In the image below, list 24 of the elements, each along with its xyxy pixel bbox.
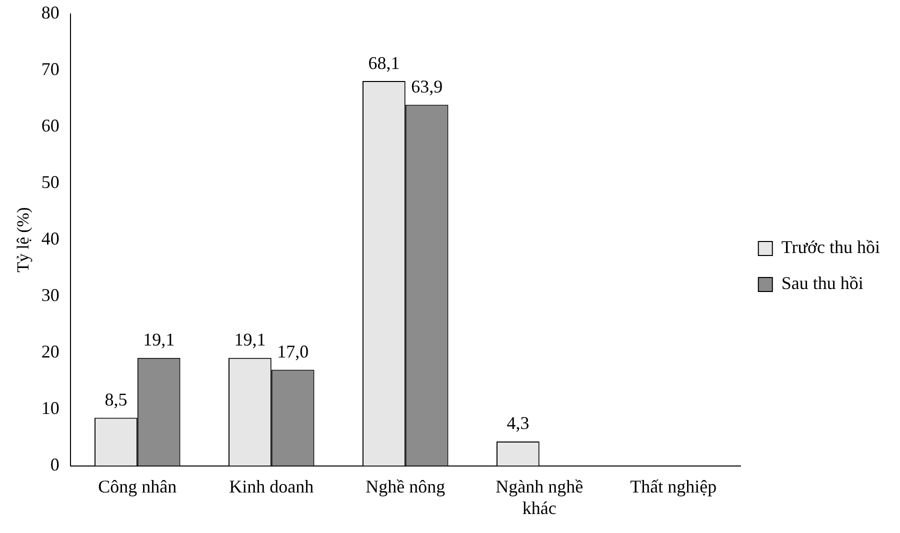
y-tick-label: 10 bbox=[41, 398, 60, 418]
x-tick-label: Công nhân bbox=[98, 476, 177, 496]
y-tick-label: 20 bbox=[41, 342, 60, 362]
x-tick-label: Kinh doanh bbox=[229, 476, 314, 496]
data-label: 4,3 bbox=[506, 413, 530, 434]
y-axis-title: Tỷ lệ (%) bbox=[14, 207, 33, 272]
data-label: 68,1 bbox=[368, 52, 400, 73]
y-tick-label: 60 bbox=[41, 116, 60, 136]
data-label: 19,1 bbox=[143, 330, 175, 350]
y-tick-label: 40 bbox=[41, 228, 60, 249]
y-tick-label: 50 bbox=[41, 172, 60, 192]
data-label: 19,1 bbox=[234, 330, 266, 350]
data-label: 8,5 bbox=[104, 390, 128, 410]
y-tick-label: 70 bbox=[41, 59, 60, 80]
data-label: 17,0 bbox=[277, 341, 309, 362]
legend-label: Sau thu hồi bbox=[781, 273, 864, 294]
legend-label: Trước thu hồi bbox=[781, 237, 880, 258]
x-tick-label: Ngành nghề khác bbox=[496, 476, 584, 518]
x-tick-label: Thất nghiệp bbox=[630, 476, 717, 496]
y-tick-label: 80 bbox=[41, 2, 60, 23]
x-tick-label: Nghề nông bbox=[366, 476, 446, 496]
data-label: 63,9 bbox=[411, 76, 443, 96]
y-tick-label: 30 bbox=[41, 285, 60, 306]
y-tick-label: 0 bbox=[50, 454, 60, 475]
